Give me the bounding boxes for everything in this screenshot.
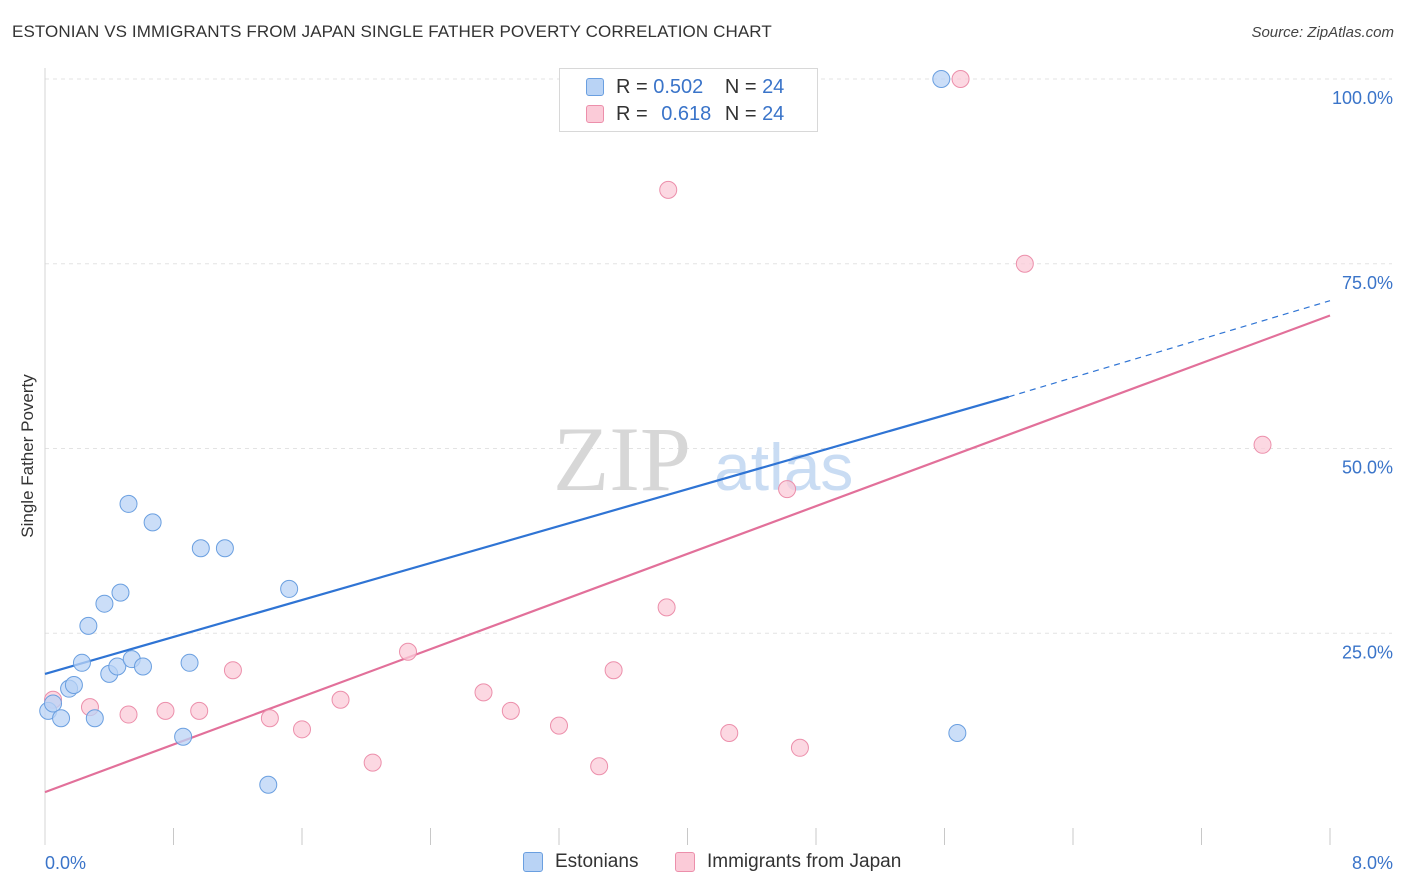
point-estonians (143, 513, 162, 532)
point-japan (951, 70, 970, 88)
source-label: Source: ZipAtlas.com (1251, 24, 1394, 41)
point-japan (550, 716, 568, 735)
point-estonians (180, 653, 199, 672)
point-japan (399, 642, 418, 661)
legend-r-label: R = (616, 75, 648, 98)
point-japan (790, 738, 809, 757)
legend-item-japan[interactable]: Immigrants from Japan (675, 851, 901, 873)
legend-row-estonians: R = 0.502 N = 24 (586, 75, 784, 99)
point-estonians (133, 657, 152, 676)
point-japan (156, 701, 175, 720)
trend-line-japan (44, 314, 1331, 794)
point-japan (363, 753, 382, 772)
tick-label-layer: 25.0% 50.0% 75.0% 100.0% 0.0% 8.0% (45, 88, 1393, 873)
legend-swatch-pink (675, 852, 695, 872)
point-estonians (95, 594, 114, 613)
legend-label-estonians: Estonians (555, 851, 639, 872)
x-tick-label: 0.0% (45, 853, 86, 873)
point-japan (474, 683, 493, 702)
trend-line-estonians (44, 395, 1010, 675)
point-japan (260, 709, 279, 728)
point-estonians (52, 709, 71, 728)
point-estonians (174, 727, 193, 746)
legend-swatch-pink (586, 105, 604, 123)
point-japan (659, 180, 678, 199)
stats-legend: R = 0.502 N = 24 R = 0.618 N = 24 (559, 68, 818, 132)
y-tick-label: 100.0% (1332, 88, 1393, 108)
point-japan (720, 724, 739, 743)
point-japan (293, 720, 311, 739)
y-tick-label: 25.0% (1342, 642, 1393, 662)
legend-r-value: 0.618 (661, 102, 712, 125)
point-japan (501, 701, 520, 720)
legend-r-value: 0.502 (653, 75, 704, 98)
point-estonians (259, 775, 278, 794)
point-estonians (119, 494, 138, 513)
y-tick-label: 50.0% (1342, 458, 1393, 478)
watermark-zip: ZIP (553, 408, 691, 510)
point-estonians (64, 675, 83, 694)
grid-layer (45, 78, 1392, 634)
point-japan (119, 705, 138, 724)
chart-title: ESTONIAN VS IMMIGRANTS FROM JAPAN SINGLE… (12, 22, 772, 41)
legend-n-label: N = (724, 102, 757, 125)
x-tick-label: 8.0% (1352, 853, 1393, 873)
legend-r-label: R = (616, 102, 648, 125)
series-legend: Estonians Immigrants from Japan (0, 851, 1406, 877)
trend-line-estonians-extension (1008, 300, 1331, 398)
legend-swatch-blue (586, 78, 604, 96)
point-estonians (215, 539, 234, 558)
point-japan (604, 661, 623, 680)
point-japan (1253, 435, 1272, 454)
point-japan (590, 757, 609, 776)
point-japan (1015, 254, 1034, 273)
trend-layer (44, 300, 1331, 794)
point-estonians (79, 616, 98, 635)
legend-swatch-blue (523, 852, 543, 872)
legend-item-estonians[interactable]: Estonians (523, 851, 638, 873)
point-estonians (44, 694, 63, 713)
legend-n-label: N = (724, 75, 757, 98)
point-estonians (280, 579, 299, 598)
point-layer (39, 70, 1272, 794)
point-japan (331, 690, 350, 709)
y-tick-label: 75.0% (1342, 273, 1393, 293)
point-estonians (85, 709, 104, 728)
watermark: ZIP atlas (553, 408, 853, 510)
legend-n-value: 24 (762, 75, 785, 98)
legend-n-value: 24 (762, 102, 785, 125)
point-estonians (932, 70, 951, 88)
point-estonians (72, 653, 91, 672)
point-japan (190, 701, 209, 720)
point-japan (657, 598, 676, 617)
point-estonians (108, 657, 127, 676)
point-japan (223, 661, 242, 680)
point-japan (778, 480, 797, 499)
y-axis-label: Single Father Poverty (18, 374, 37, 538)
point-estonians (948, 724, 967, 743)
point-estonians (111, 583, 130, 602)
point-estonians (191, 539, 210, 558)
legend-row-japan: R = 0.618 N = 24 (586, 102, 784, 126)
legend-label-japan: Immigrants from Japan (707, 851, 902, 872)
